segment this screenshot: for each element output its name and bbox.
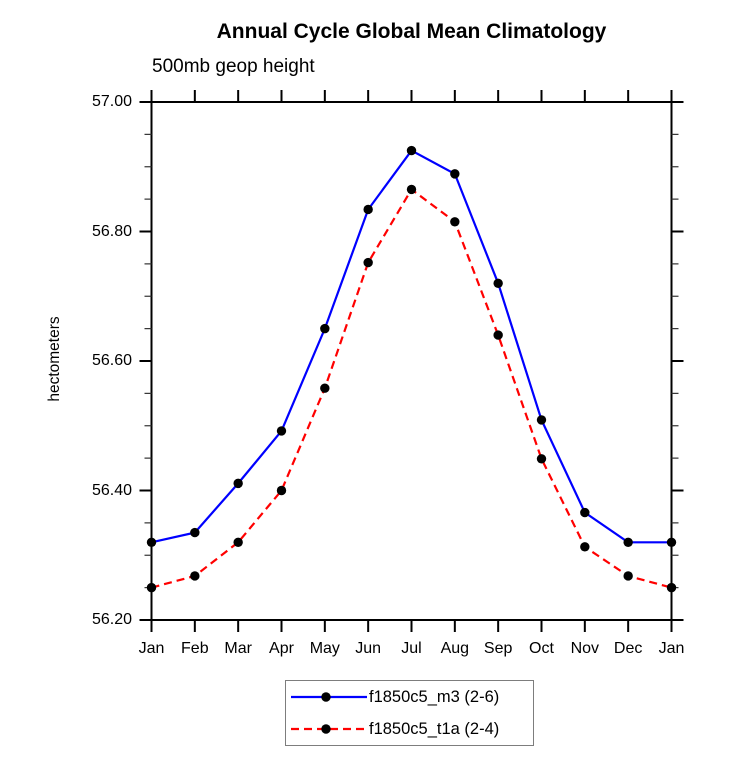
data-point-marker bbox=[406, 184, 417, 195]
data-point-marker bbox=[666, 582, 677, 593]
x-tick-label: Jan bbox=[658, 640, 685, 657]
data-point-marker bbox=[666, 537, 677, 547]
x-tick-label: Jul bbox=[401, 640, 422, 657]
x-tick-label: Apr bbox=[269, 640, 294, 657]
data-point-marker bbox=[493, 278, 503, 288]
data-point-marker bbox=[146, 582, 157, 593]
data-point-marker bbox=[536, 454, 547, 464]
x-tick-label: Oct bbox=[529, 640, 554, 657]
data-point-marker bbox=[363, 257, 373, 268]
data-point-marker bbox=[146, 537, 157, 547]
data-point-marker bbox=[450, 169, 460, 179]
legend-marker-icon bbox=[321, 692, 331, 702]
y-tick-label: 57.00 bbox=[91, 93, 132, 110]
x-tick-label: Sep bbox=[483, 640, 513, 657]
legend: f1850c5_m3 (2-6) f1850c5_t1a (2-4) bbox=[285, 680, 534, 746]
legend-line-sample-dashed bbox=[291, 724, 367, 734]
data-point-marker bbox=[233, 537, 243, 547]
legend-item-m3: f1850c5_m3 (2-6) bbox=[290, 681, 533, 713]
data-point-marker bbox=[233, 478, 243, 489]
data-point-marker bbox=[320, 323, 330, 334]
y-tick-label: 56.40 bbox=[91, 481, 132, 499]
x-tick-label: Nov bbox=[570, 640, 600, 657]
data-point-marker bbox=[536, 415, 547, 425]
x-tick-label: Aug bbox=[440, 640, 470, 657]
chart-subtitle: 500mb geop height bbox=[152, 56, 315, 77]
y-tick-label: 56.80 bbox=[91, 222, 132, 240]
legend-label-t1a: f1850c5_t1a (2-4) bbox=[369, 719, 500, 738]
x-tick-label: Feb bbox=[181, 640, 209, 657]
x-tick-label: Jan bbox=[138, 640, 165, 657]
data-point-marker bbox=[190, 527, 200, 538]
y-tick-label: 56.20 bbox=[91, 611, 132, 628]
legend-line-sample-solid bbox=[291, 692, 367, 702]
data-point-marker bbox=[276, 485, 287, 496]
series-line-1 bbox=[151, 187, 672, 589]
x-tick-label: Mar bbox=[224, 640, 252, 657]
data-point-marker bbox=[363, 204, 373, 215]
data-point-marker bbox=[320, 383, 330, 393]
data-point-marker bbox=[623, 537, 633, 547]
x-tick-label: Jun bbox=[355, 640, 382, 657]
chart-title: Annual Cycle Global Mean Climatology bbox=[216, 20, 607, 43]
data-point-marker bbox=[580, 542, 590, 552]
data-point-marker bbox=[623, 571, 633, 581]
data-point-marker bbox=[406, 145, 417, 156]
x-tick-label: May bbox=[309, 640, 340, 657]
data-point-marker bbox=[580, 507, 590, 518]
x-tick-label: Dec bbox=[613, 640, 643, 657]
legend-item-t1a: f1850c5_t1a (2-4) bbox=[290, 713, 533, 745]
legend-label-m3: f1850c5_m3 (2-6) bbox=[369, 687, 500, 706]
y-tick-label: 56.60 bbox=[91, 352, 132, 369]
data-point-marker bbox=[450, 217, 460, 227]
legend-marker-icon bbox=[321, 724, 331, 734]
data-point-marker bbox=[276, 426, 287, 436]
series-line-0 bbox=[151, 149, 672, 544]
data-point-marker bbox=[190, 571, 200, 581]
data-point-marker bbox=[493, 330, 503, 340]
